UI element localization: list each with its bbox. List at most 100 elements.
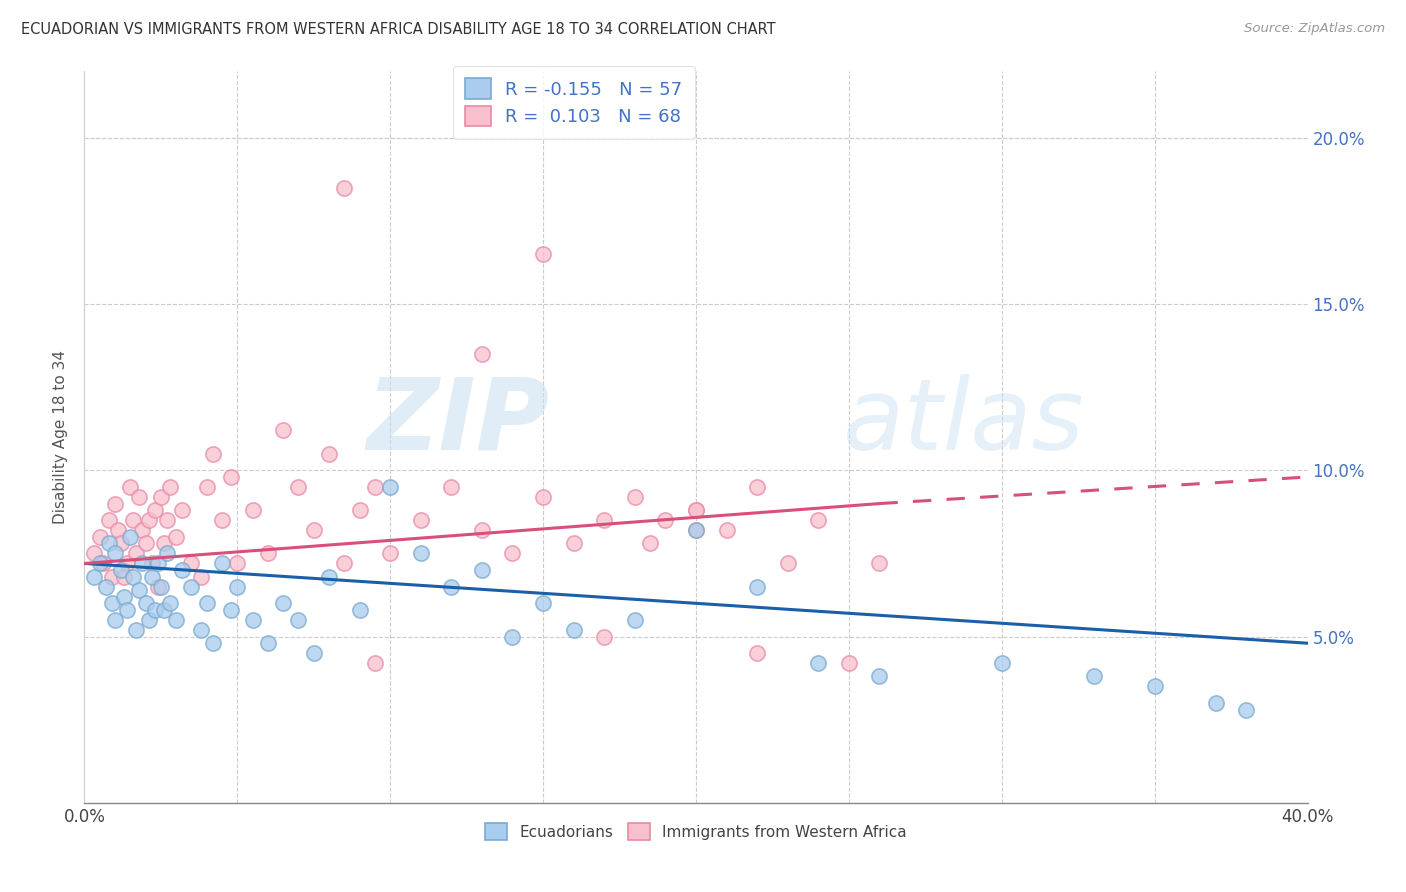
Point: [89, 557, 111, 571]
Point: [180, 580, 202, 594]
Point: [201, 636, 224, 650]
Point: [122, 570, 145, 584]
Point: [156, 513, 179, 527]
Point: [190, 623, 212, 637]
Point: [104, 546, 127, 560]
Point: [380, 480, 402, 494]
Point: [380, 546, 402, 560]
Point: [638, 536, 661, 550]
Point: [502, 546, 524, 560]
Point: [138, 613, 160, 627]
Point: [471, 563, 494, 577]
Point: [135, 596, 157, 610]
Point: [219, 470, 242, 484]
Point: [287, 480, 309, 494]
Point: [165, 613, 187, 627]
Point: [531, 247, 554, 261]
Point: [333, 180, 356, 194]
Point: [271, 424, 294, 438]
Point: [302, 646, 325, 660]
Point: [146, 580, 169, 594]
Point: [776, 557, 799, 571]
Point: [219, 603, 242, 617]
Point: [122, 513, 145, 527]
Point: [440, 580, 463, 594]
Point: [364, 480, 387, 494]
Point: [112, 590, 135, 604]
Point: [226, 580, 249, 594]
Point: [409, 546, 432, 560]
Point: [716, 523, 738, 537]
Point: [110, 563, 132, 577]
Point: [128, 490, 150, 504]
Point: [562, 623, 585, 637]
Point: [146, 557, 169, 571]
Point: [271, 596, 294, 610]
Point: [115, 557, 138, 571]
Point: [1205, 696, 1227, 710]
Point: [97, 536, 120, 550]
Point: [115, 603, 138, 617]
Point: [807, 656, 830, 670]
Point: [257, 636, 280, 650]
Point: [128, 582, 150, 597]
Point: [211, 513, 233, 527]
Point: [141, 570, 163, 584]
Point: [242, 613, 264, 627]
Point: [104, 613, 127, 627]
Point: [159, 596, 181, 610]
Point: [120, 480, 142, 494]
Point: [141, 557, 163, 571]
Point: [211, 557, 233, 571]
Point: [190, 570, 212, 584]
Point: [302, 523, 325, 537]
Point: [156, 546, 179, 560]
Point: [747, 480, 769, 494]
Text: ZIP: ZIP: [366, 374, 550, 471]
Point: [349, 503, 371, 517]
Point: [138, 513, 160, 527]
Point: [349, 603, 371, 617]
Point: [97, 513, 120, 527]
Legend: Ecuadorians, Immigrants from Western Africa: Ecuadorians, Immigrants from Western Afr…: [479, 816, 912, 847]
Point: [747, 580, 769, 594]
Text: atlas: atlas: [842, 374, 1084, 471]
Point: [149, 580, 172, 594]
Point: [107, 523, 129, 537]
Point: [685, 503, 707, 517]
Point: [624, 613, 647, 627]
Point: [226, 557, 249, 571]
Point: [125, 623, 148, 637]
Point: [159, 480, 181, 494]
Point: [531, 490, 554, 504]
Point: [131, 557, 153, 571]
Point: [104, 497, 127, 511]
Point: [654, 513, 676, 527]
Point: [502, 630, 524, 644]
Point: [172, 563, 194, 577]
Point: [869, 669, 891, 683]
Point: [83, 546, 105, 560]
Point: [807, 513, 830, 527]
Point: [593, 513, 616, 527]
Point: [120, 530, 142, 544]
Point: [287, 613, 309, 627]
Point: [1083, 669, 1105, 683]
Point: [149, 490, 172, 504]
Point: [180, 557, 202, 571]
Point: [153, 536, 176, 550]
Point: [685, 523, 707, 537]
Point: [112, 570, 135, 584]
Point: [364, 656, 387, 670]
Point: [869, 557, 891, 571]
Point: [685, 503, 707, 517]
Point: [685, 523, 707, 537]
Point: [440, 480, 463, 494]
Point: [471, 523, 494, 537]
Point: [91, 557, 114, 571]
Point: [143, 503, 166, 517]
Point: [471, 347, 494, 361]
Point: [89, 530, 111, 544]
Point: [83, 570, 105, 584]
Point: [201, 447, 224, 461]
